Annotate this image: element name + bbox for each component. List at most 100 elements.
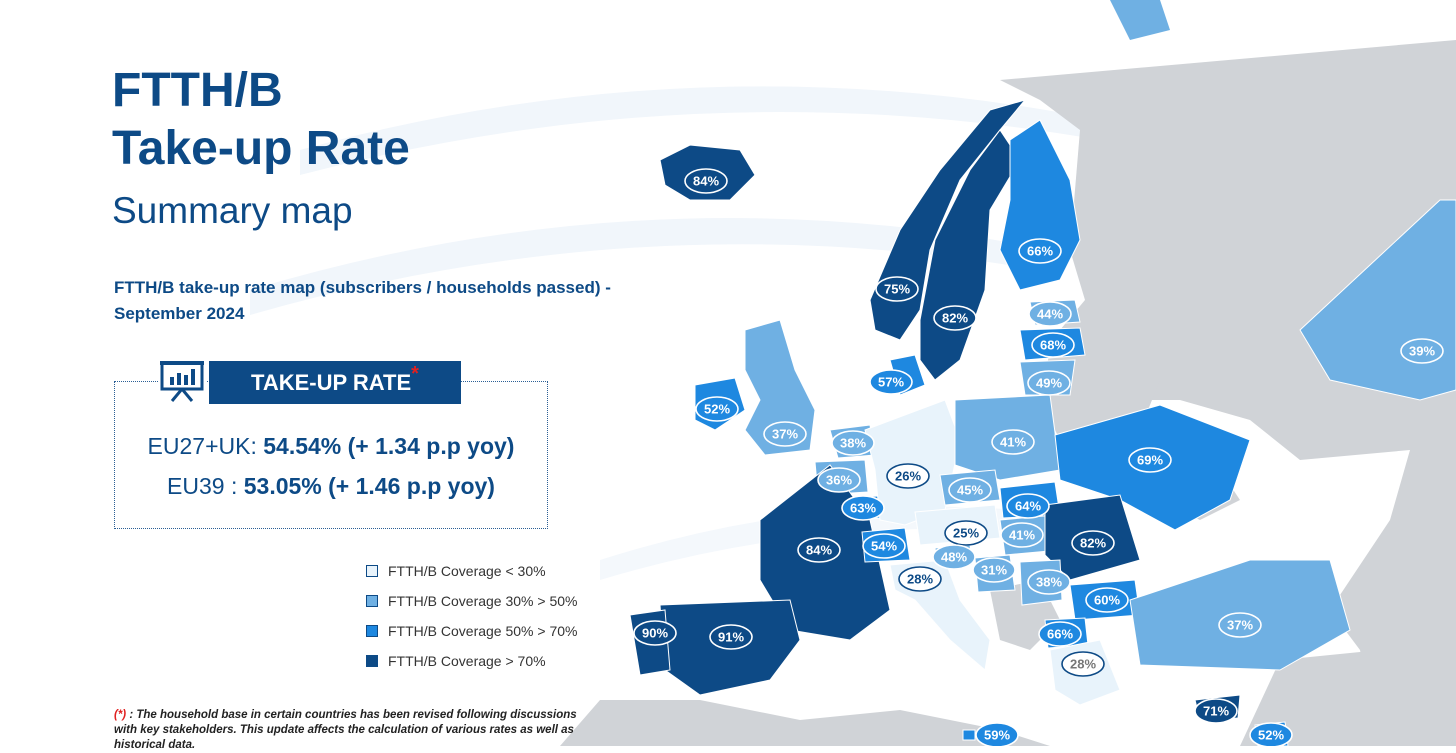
title-line-2: Take-up Rate [112, 122, 410, 175]
rate-label-badge [1006, 493, 1050, 519]
country-labels: 84% 75% 82% 66% 44% 68% 49% 57% 52% 37% 38% 36% 63% 2… [633, 168, 1444, 746]
rate-label-text: 66% [1047, 627, 1073, 642]
rate-label-serbia: 38% [1027, 569, 1071, 595]
rate-label-text: 60% [1094, 593, 1120, 608]
rate-label-text: 63% [850, 501, 876, 516]
legend-item: FTTH/B Coverage 30% > 50% [366, 586, 577, 616]
footnote-text: : The household base in certain countrie… [114, 709, 577, 751]
rate-label-poland: 41% [991, 429, 1035, 455]
rate-label-text: 36% [826, 473, 852, 488]
rate-label-badge [948, 477, 992, 503]
rate-label-latvia: 68% [1031, 332, 1075, 358]
rate-label-denmark: 57% [869, 369, 913, 395]
rate-label-text: 28% [907, 572, 933, 587]
rate-label-badge [975, 722, 1019, 746]
rate-label-text: 52% [1258, 728, 1284, 743]
rate-label-switzerland: 54% [862, 533, 906, 559]
takeup-rate-asterisk: * [411, 363, 419, 385]
rate-label-text: 57% [878, 375, 904, 390]
rate-label-belgium: 36% [817, 467, 861, 493]
rate-label-text: 49% [1036, 376, 1062, 391]
rate-label-france: 84% [797, 537, 841, 563]
rate-label-badge [1028, 301, 1072, 327]
eu39-label: EU39 : [167, 473, 244, 499]
rate-label-romania: 82% [1071, 530, 1115, 556]
rate-label-croatia: 31% [972, 557, 1016, 583]
rate-label-badge [633, 620, 677, 646]
rate-label-badge [1018, 238, 1062, 264]
rate-label-text: 66% [1027, 244, 1053, 259]
rate-label-text: 71% [1203, 704, 1229, 719]
rate-label-badge [944, 520, 988, 546]
rate-label-lithuania: 49% [1027, 370, 1071, 396]
rate-label-badge [886, 463, 930, 489]
rate-label-bulgaria: 60% [1085, 587, 1129, 613]
map-description: FTTH/B take-up rate map (subscribers / h… [114, 278, 611, 323]
footnote-marker: (*) [114, 709, 127, 721]
rate-label-text: 91% [718, 630, 744, 645]
rate-label-badge [695, 396, 739, 422]
rate-label-badge [1000, 522, 1044, 548]
rate-label-badge [1071, 530, 1115, 556]
rate-label-badge [1085, 587, 1129, 613]
eu27-stat: EU27+UK: 54.54% (+ 1.34 p.p yoy) [114, 433, 548, 460]
rate-label-text: 37% [772, 427, 798, 442]
presentation-chart-icon [158, 357, 206, 405]
rate-label-badge [875, 276, 919, 302]
rate-label-badge [1038, 621, 1082, 647]
takeup-rate-header: TAKE-UP RATE * [209, 361, 461, 404]
rate-label-badge [1027, 370, 1071, 396]
rate-label-badge [817, 467, 861, 493]
rate-label-text: 41% [1000, 435, 1026, 450]
rate-label-badge [1031, 332, 1075, 358]
rate-label-text: 31% [981, 563, 1007, 578]
rate-label-badge [841, 495, 885, 521]
rate-label-badge [684, 168, 728, 194]
rate-label-netherlands: 38% [831, 430, 875, 456]
rate-label-badge [862, 533, 906, 559]
rate-label-portugal: 90% [633, 620, 677, 646]
rate-label-text: 64% [1015, 499, 1041, 514]
map-legend: FTTH/B Coverage < 30% FTTH/B Coverage 30… [366, 556, 577, 676]
rate-label-austria: 25% [944, 520, 988, 546]
rate-label-italy: 28% [898, 566, 942, 592]
rate-label-iceland: 84% [684, 168, 728, 194]
rate-label-luxembourg: 63% [841, 495, 885, 521]
rate-label-text: 68% [1040, 338, 1066, 353]
rate-label-norway: 75% [875, 276, 919, 302]
rate-label-badge [1400, 338, 1444, 364]
rate-label-text: 38% [840, 436, 866, 451]
rate-label-cyprus: 71% [1194, 698, 1238, 724]
legend-label: FTTH/B Coverage 50% > 70% [388, 623, 578, 639]
legend-swatch [366, 595, 378, 607]
rate-label-badge [898, 566, 942, 592]
rate-label-text: 69% [1137, 453, 1163, 468]
rate-label-ukraine: 69% [1128, 447, 1172, 473]
rate-label-badge [869, 369, 913, 395]
country-finland [999, 119, 1081, 291]
legend-label: FTTH/B Coverage 30% > 50% [388, 593, 578, 609]
eu27-value: 54.54% (+ 1.34 p.p yoy) [263, 433, 515, 459]
rate-label-badge [1194, 698, 1238, 724]
page-subtitle: Summary map [112, 190, 353, 231]
rate-label-badge [831, 430, 875, 456]
rate-label-greece: 28% [1061, 651, 1105, 677]
rate-label-germany: 26% [886, 463, 930, 489]
country-united-kingdom [744, 319, 816, 456]
rate-label-badge [1218, 612, 1262, 638]
rate-label-text: 59% [984, 728, 1010, 743]
rate-label-text: 41% [1009, 528, 1035, 543]
legend-swatch [366, 625, 378, 637]
rate-label-badge [972, 557, 1016, 583]
takeup-rate-header-label: TAKE-UP RATE [251, 369, 412, 395]
rate-label-badge [933, 305, 977, 331]
rate-label-text: 90% [642, 626, 668, 641]
rate-label-slovakia: 64% [1006, 493, 1050, 519]
rate-label-turkey: 37% [1218, 612, 1262, 638]
rate-label-sweden: 82% [933, 305, 977, 331]
country-malta [962, 729, 976, 741]
rate-label-text: 39% [1409, 344, 1435, 359]
rate-label-hungary: 41% [1000, 522, 1044, 548]
footnote: (*) : The household base in certain coun… [114, 708, 584, 753]
